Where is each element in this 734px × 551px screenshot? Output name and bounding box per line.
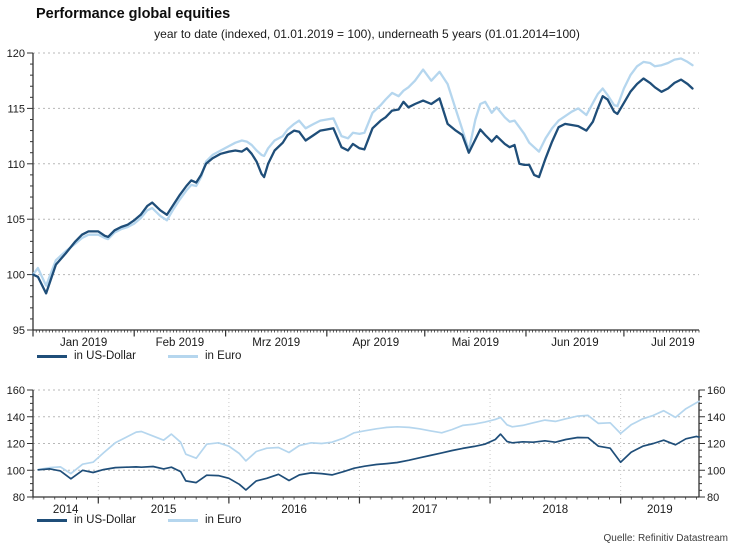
x-tick-label: 2019: [647, 504, 673, 516]
x-tick-label: 2017: [412, 504, 438, 516]
y-tick-label: 140: [707, 412, 725, 424]
x-tick-label: Jun 2019: [551, 337, 598, 349]
y-tick-label: 100: [707, 465, 725, 477]
legend-item-usd: in US-Dollar: [37, 514, 136, 526]
y-tick-label: 105: [7, 214, 25, 226]
eur-line-swatch: [168, 354, 198, 358]
y-tick-label: 95: [13, 325, 25, 337]
x-tick-label: Jul 2019: [651, 337, 694, 349]
five-year-legend: in US-Dollar in Euro: [37, 514, 263, 526]
eur-legend-label: in Euro: [205, 514, 242, 526]
usd-legend-label: in US-Dollar: [74, 350, 136, 362]
eur-line-swatch: [168, 518, 198, 522]
y-tick-label: 80: [13, 492, 25, 504]
y-tick-label: 115: [7, 103, 25, 115]
x-tick-label: 2015: [151, 504, 177, 516]
x-tick-label: Mrz 2019: [252, 337, 300, 349]
y-tick-label: 120: [7, 439, 25, 451]
y-tick-label: 120: [707, 439, 725, 451]
y-tick-label: 160: [7, 385, 25, 397]
usd-line-swatch: [37, 354, 67, 358]
x-tick-label: 2014: [53, 504, 79, 516]
x-tick-label: Jan 2019: [60, 337, 107, 349]
x-tick-label: Mai 2019: [452, 337, 499, 349]
y-tick-label: 120: [7, 48, 25, 60]
y-tick-label: 100: [7, 270, 25, 282]
usd-legend-label: in US-Dollar: [74, 514, 136, 526]
usd-line-swatch: [37, 518, 67, 522]
legend-item-usd: in US-Dollar: [37, 350, 136, 362]
x-tick-label: 2018: [543, 504, 569, 516]
y-tick-label: 160: [707, 385, 725, 397]
x-tick-label: Feb 2019: [156, 337, 205, 349]
page-title: Performance global equities: [36, 6, 231, 22]
y-tick-label: 80: [707, 492, 719, 504]
legend-item-eur: in Euro: [168, 350, 241, 362]
series-line-usd: [31, 77, 694, 295]
legend-item-eur: in Euro: [168, 514, 241, 526]
ytd-legend: in US-Dollar in Euro: [37, 350, 263, 362]
y-tick-label: 100: [7, 465, 25, 477]
x-tick-label: 2016: [281, 504, 307, 516]
y-tick-label: 140: [7, 412, 25, 424]
chart-subtitle: year to date (indexed, 01.01.2019 = 100)…: [154, 27, 580, 41]
series-line-usd: [37, 433, 700, 491]
source-credit: Quelle: Refinitiv Datastream: [603, 533, 729, 544]
series-line-eur: [31, 57, 694, 287]
y-tick-label: 110: [7, 159, 25, 171]
x-tick-label: Apr 2019: [352, 337, 399, 349]
eur-legend-label: in Euro: [205, 350, 242, 362]
series-line-eur: [37, 400, 700, 475]
